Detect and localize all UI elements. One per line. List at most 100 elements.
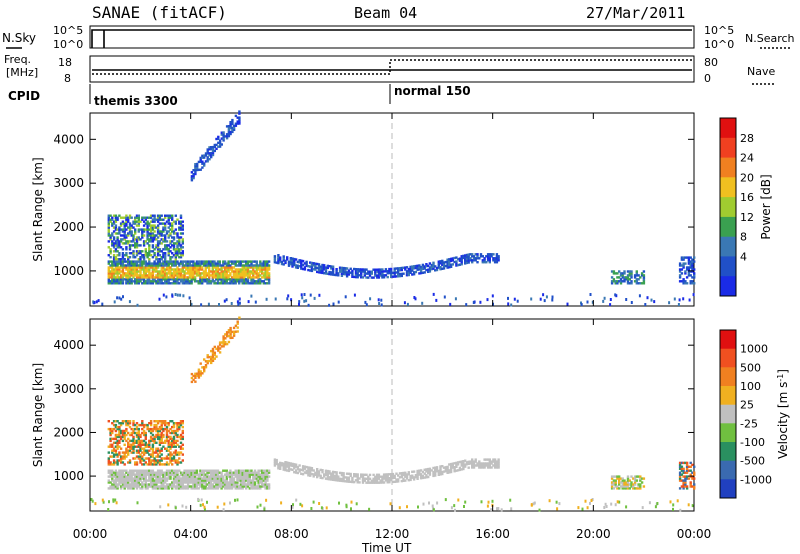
- velocity-cell: [282, 468, 285, 471]
- power-cell: [234, 114, 238, 118]
- power-cell: [125, 276, 128, 279]
- power-cell: [125, 240, 128, 243]
- velocity-cell: [368, 473, 372, 477]
- power-cell: [160, 258, 163, 261]
- power-cell: [279, 258, 282, 261]
- velocity-cell: [230, 473, 234, 476]
- power-cell: [635, 272, 638, 275]
- power-cell: [160, 270, 163, 273]
- velocity-cell: [267, 471, 271, 474]
- power-cell: [194, 172, 197, 176]
- velocity-cell: [685, 461, 689, 465]
- power-cell: [167, 244, 170, 247]
- velocity-cell: [125, 471, 128, 474]
- power-cell: [434, 269, 437, 272]
- power-cell: [335, 268, 338, 271]
- velocity-cell: [469, 462, 472, 465]
- velocity-cell: [490, 460, 493, 463]
- velocity-cell: [612, 487, 616, 490]
- velocity-cell: [229, 332, 232, 336]
- power-cell: [551, 295, 554, 299]
- velocity-cell: [338, 501, 340, 505]
- power-cell: [234, 124, 238, 127]
- velocity-cell: [172, 437, 176, 441]
- velocity-cell: [217, 349, 220, 352]
- power-cell: [172, 220, 176, 223]
- power-cell: [243, 274, 246, 277]
- velocity-cell: [165, 447, 169, 450]
- nsky-tick-top-right: 10^5: [704, 24, 734, 37]
- velocity-cell: [156, 420, 160, 423]
- power-cell: [252, 264, 255, 267]
- velocity-cell: [127, 431, 130, 435]
- velocity-cell: [135, 463, 139, 466]
- velocity-cell: [326, 473, 329, 477]
- power-cell: [687, 262, 691, 265]
- velocity-cell: [382, 473, 386, 476]
- power-cell: [682, 266, 685, 269]
- power-cell: [160, 238, 163, 241]
- power-cell: [345, 271, 349, 274]
- velocity-cell: [116, 471, 119, 474]
- power-cell: [174, 254, 177, 257]
- power-cell: [185, 260, 188, 263]
- velocity-cell: [171, 429, 174, 433]
- velocity-cell: [127, 481, 130, 484]
- velocity-cell: [637, 475, 640, 478]
- velocity-cell: [239, 475, 243, 478]
- velocity-cell: [680, 469, 684, 472]
- velocity-cell: [91, 499, 94, 503]
- velocity-cell: [347, 480, 351, 483]
- power-cell: [248, 282, 251, 285]
- velocity-cell: [224, 337, 227, 340]
- velocity-cell: [241, 483, 244, 486]
- velocity-cell: [467, 460, 470, 463]
- velocity-cell: [135, 431, 139, 435]
- velocity-cell: [257, 477, 260, 480]
- velocity-cell: [621, 487, 624, 490]
- power-cell: [319, 269, 322, 272]
- power-cell: [111, 224, 114, 227]
- velocity-cell: [181, 475, 184, 478]
- velocity-cell: [682, 461, 685, 465]
- power-cell: [245, 282, 248, 285]
- velocity-cell: [107, 463, 110, 466]
- velocity-cell: [169, 457, 172, 460]
- velocity-cell: [618, 477, 621, 480]
- velocity-cell: [386, 477, 389, 480]
- velocity-cell: [211, 479, 214, 482]
- power-cell: [243, 266, 246, 269]
- power-cell: [229, 130, 232, 134]
- power-cell: [230, 278, 234, 281]
- velocity-cell: [149, 463, 153, 466]
- velocity-cell: [232, 483, 236, 486]
- velocity-cell: [441, 465, 444, 468]
- power-cell: [155, 276, 158, 279]
- velocity-cell: [176, 471, 179, 474]
- power-cell: [135, 236, 139, 239]
- velocity-cell: [224, 333, 227, 336]
- power-cell: [118, 276, 121, 279]
- power-cell: [128, 246, 132, 249]
- power-cell: [139, 252, 142, 255]
- power-cell: [374, 272, 377, 275]
- velocity-cell: [368, 481, 372, 484]
- power-cell: [153, 218, 156, 221]
- velocity-cell: [402, 473, 405, 477]
- power-cell: [680, 268, 684, 271]
- power-cell: [169, 242, 172, 245]
- velocity-cell: [137, 439, 140, 443]
- power-cell: [174, 282, 177, 285]
- power-cell: [181, 226, 184, 229]
- power-cell: [245, 270, 248, 273]
- velocity-cell: [213, 473, 216, 476]
- power-cell: [164, 278, 167, 281]
- power-cell: [176, 266, 179, 269]
- power-cell: [160, 278, 163, 281]
- velocity-cell: [141, 471, 144, 474]
- date-title: 27/Mar/2011: [586, 4, 685, 22]
- power-cell: [237, 302, 240, 306]
- power-cell: [176, 244, 179, 247]
- power-cell: [137, 252, 140, 255]
- velocity-cell: [633, 477, 637, 480]
